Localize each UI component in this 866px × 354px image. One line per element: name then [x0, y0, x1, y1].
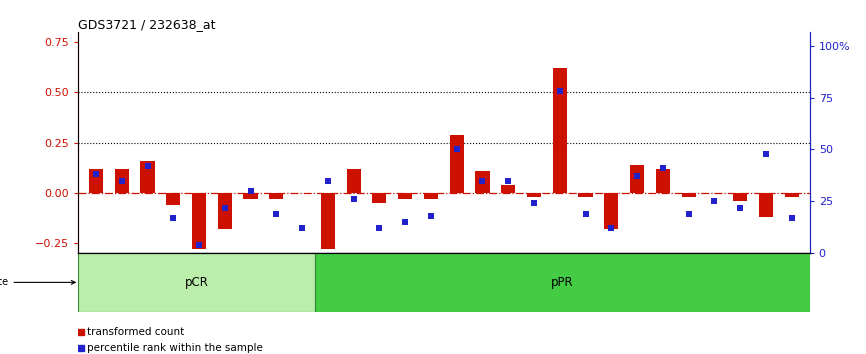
Point — [578, 211, 592, 217]
Point — [218, 205, 232, 210]
Point — [166, 215, 180, 221]
Text: disease state: disease state — [0, 278, 75, 287]
Bar — [578, 193, 592, 197]
Bar — [192, 193, 206, 249]
Point — [604, 225, 618, 231]
Point — [115, 178, 129, 183]
Point — [475, 178, 489, 183]
Point — [295, 225, 309, 231]
Point — [785, 215, 798, 221]
Point — [630, 173, 644, 179]
Bar — [630, 165, 644, 193]
Point — [243, 188, 257, 194]
Text: percentile rank within the sample: percentile rank within the sample — [87, 343, 263, 353]
Point — [192, 242, 206, 248]
Point — [501, 178, 515, 183]
Point — [321, 178, 335, 183]
Bar — [785, 193, 798, 197]
Text: GDS3721 / 232638_at: GDS3721 / 232638_at — [78, 18, 216, 31]
Text: pPR: pPR — [551, 276, 573, 289]
Bar — [682, 193, 695, 197]
Bar — [501, 185, 515, 193]
Point — [708, 199, 721, 204]
Bar — [315, 253, 810, 312]
Bar — [656, 169, 670, 193]
Point — [553, 88, 566, 94]
Point — [656, 165, 669, 171]
Bar — [449, 135, 464, 193]
Point — [682, 211, 695, 217]
Text: transformed count: transformed count — [87, 327, 184, 337]
Bar — [89, 169, 103, 193]
Point — [424, 213, 438, 219]
Bar — [475, 171, 489, 193]
Bar — [372, 193, 386, 203]
Bar — [114, 169, 129, 193]
Bar — [346, 169, 361, 193]
Bar — [140, 161, 155, 193]
Bar — [243, 193, 258, 199]
Point — [449, 147, 463, 152]
Bar — [320, 193, 335, 249]
Point — [759, 151, 772, 156]
Bar — [269, 193, 283, 199]
Point — [527, 201, 541, 206]
Bar — [759, 193, 773, 217]
Bar — [78, 253, 315, 312]
Point — [372, 225, 386, 231]
Point — [269, 211, 283, 217]
Bar — [423, 193, 438, 199]
Point — [734, 205, 747, 210]
Point — [140, 163, 154, 169]
Text: pCR: pCR — [184, 276, 209, 289]
Bar — [217, 193, 232, 229]
Point — [89, 172, 103, 177]
Bar — [553, 68, 567, 193]
Bar — [527, 193, 541, 197]
Bar — [604, 193, 618, 229]
Point — [398, 219, 412, 225]
Bar — [733, 193, 747, 201]
Point — [346, 196, 360, 202]
Bar — [166, 193, 180, 205]
Bar — [398, 193, 412, 199]
